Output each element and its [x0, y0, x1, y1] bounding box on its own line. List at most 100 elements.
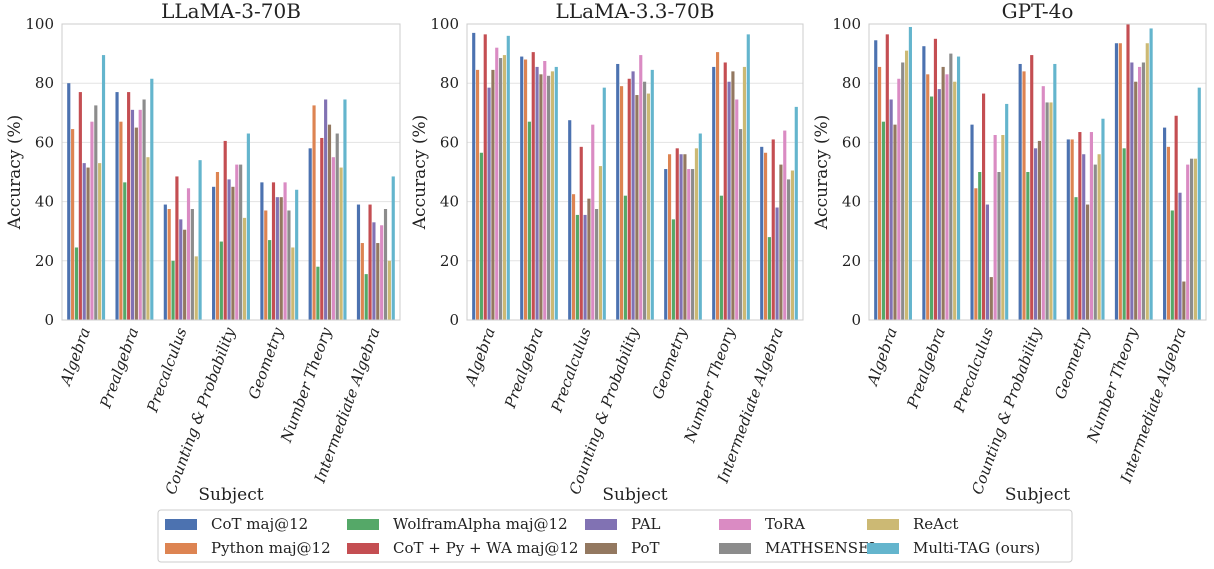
legend-swatch	[719, 519, 751, 530]
bar	[643, 81, 647, 320]
chart-panel-3: 0 20 40 60 80 100 Algebra Prealgebra Precalculus…	[812, 0, 1207, 505]
plot-frame	[868, 23, 1207, 321]
bar	[945, 74, 949, 320]
legend-label: WolframAlpha maj@12	[393, 515, 568, 533]
bar	[146, 157, 150, 320]
bar	[101, 55, 106, 321]
bar	[368, 204, 372, 320]
bar	[970, 124, 974, 320]
bar	[1114, 43, 1119, 321]
legend-swatch	[585, 519, 617, 530]
bar	[1093, 164, 1097, 320]
bar	[595, 209, 599, 320]
bar	[735, 99, 739, 320]
bar	[287, 210, 291, 320]
x-tick-label: Geometry	[1051, 325, 1094, 402]
bar	[372, 222, 376, 320]
bar	[320, 137, 324, 320]
bar	[167, 209, 171, 320]
legend-label: ToRA	[765, 515, 805, 533]
bar	[1163, 127, 1167, 320]
bar	[1074, 197, 1078, 320]
chart-panel-1: 0 20 40 60 80 100 Algebra Prealgebra Precalculus…	[5, 0, 401, 505]
x-tick-label: Number Theory	[680, 325, 739, 446]
bar	[150, 78, 154, 320]
bar	[82, 163, 86, 320]
bar	[893, 124, 897, 320]
x-tick-label: Algebra	[461, 325, 499, 389]
y-tick-label: 0	[449, 311, 459, 329]
bar	[506, 35, 510, 321]
bar	[491, 69, 495, 320]
chart-title: LLaMA-3-70B	[161, 0, 301, 23]
bar	[1085, 204, 1090, 320]
bar	[639, 55, 643, 321]
bar	[763, 152, 768, 320]
y-tick-label: 80	[35, 74, 54, 92]
legend-swatch	[165, 519, 197, 530]
bar	[1174, 115, 1178, 320]
bar	[602, 87, 606, 320]
x-tick-label: Geometry	[245, 325, 288, 402]
bar	[1182, 281, 1186, 320]
bar	[646, 93, 651, 320]
bar	[472, 32, 476, 320]
legend-label: PAL	[631, 515, 661, 533]
bar	[790, 170, 795, 320]
bar	[885, 34, 889, 321]
bar	[1026, 172, 1030, 320]
bar	[949, 53, 953, 320]
bar	[295, 189, 299, 320]
x-tick-label: Algebra	[56, 325, 94, 389]
bar	[387, 260, 391, 320]
bar	[335, 133, 339, 320]
x-tick-label: Prealgebra	[903, 325, 949, 411]
legend-swatch	[347, 519, 379, 530]
bar	[1045, 102, 1049, 320]
bar	[94, 105, 98, 321]
bar	[598, 166, 603, 320]
bar	[956, 56, 961, 321]
bar	[279, 197, 283, 320]
bar	[671, 219, 675, 320]
bar	[123, 182, 127, 320]
chart-panel-2: 0 20 40 60 80 100 Algebra Prealgebra Precalculus…	[410, 0, 804, 505]
bar	[583, 214, 587, 320]
bar	[901, 62, 905, 320]
bar	[312, 105, 316, 321]
bar	[186, 188, 191, 320]
bar	[127, 92, 131, 320]
bar	[119, 121, 123, 321]
bar	[627, 78, 631, 320]
bar	[179, 219, 183, 320]
bar	[1078, 132, 1082, 320]
bar	[316, 266, 320, 320]
bar	[543, 61, 547, 320]
bar	[691, 169, 695, 320]
x-tick-label: Algebra	[863, 325, 901, 389]
bar	[904, 50, 909, 320]
bar	[227, 179, 231, 320]
y-tick-label: 60	[440, 133, 459, 151]
bar	[953, 81, 957, 320]
chart-title: LLaMA-3.3-70B	[556, 0, 715, 23]
bar	[775, 207, 779, 320]
bar	[138, 109, 142, 320]
bar	[383, 209, 388, 320]
bar	[1170, 210, 1174, 320]
bar	[667, 154, 672, 320]
bar	[1189, 158, 1194, 320]
bar	[922, 46, 926, 320]
bar	[679, 154, 683, 320]
bar	[163, 204, 167, 320]
y-tick-label: 40	[842, 193, 861, 211]
bar	[1041, 86, 1045, 320]
y-tick-label: 40	[440, 193, 459, 211]
bar	[283, 182, 287, 320]
y-axis-label: Accuracy (%)	[812, 115, 832, 230]
bar	[130, 109, 135, 320]
bar	[327, 124, 332, 320]
bar	[260, 182, 264, 320]
bar	[86, 167, 90, 320]
bar	[275, 197, 279, 320]
